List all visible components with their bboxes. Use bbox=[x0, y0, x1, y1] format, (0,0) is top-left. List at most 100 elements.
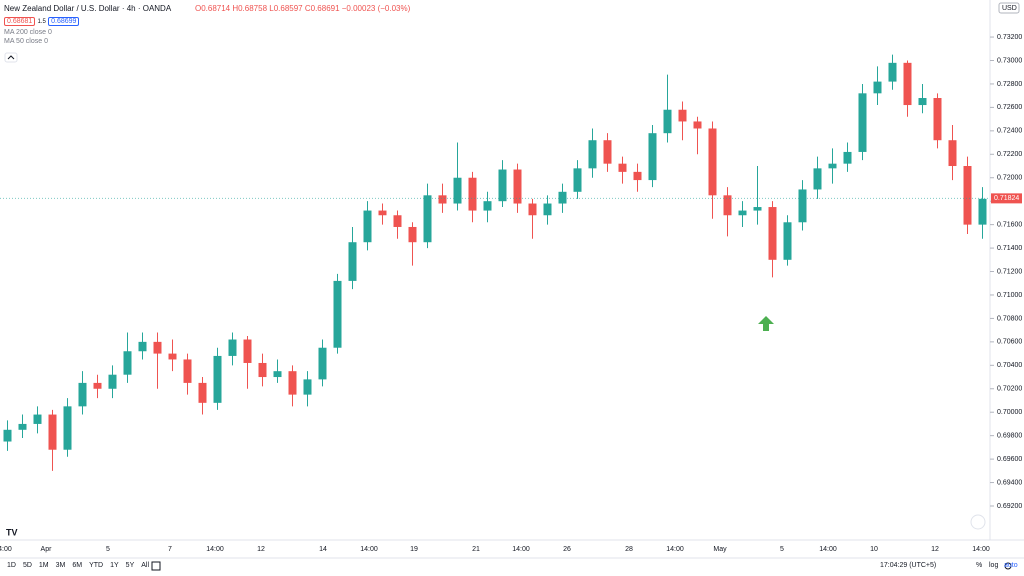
range-button[interactable]: YTD bbox=[89, 562, 104, 569]
candle-body bbox=[3, 429, 12, 442]
range-button[interactable]: 5Y bbox=[125, 562, 135, 569]
bid[interactable]: 0.68681 bbox=[4, 17, 36, 26]
range-button[interactable]: All bbox=[141, 562, 150, 569]
scroll-button[interactable] bbox=[970, 514, 986, 530]
symbol-line: New Zealand Dollar / U.S. Dollar · 4h · … bbox=[4, 4, 410, 13]
candle-body bbox=[783, 222, 792, 260]
percent-toggle[interactable]: % bbox=[976, 562, 983, 569]
candle-body bbox=[468, 177, 477, 211]
candle-body bbox=[483, 201, 492, 211]
candle-body bbox=[153, 341, 162, 354]
candle-body bbox=[423, 195, 432, 243]
y-tick-label: 0.70000 bbox=[997, 409, 1022, 416]
candle-body bbox=[273, 371, 282, 378]
range-button[interactable]: 1D bbox=[7, 562, 16, 569]
settings-icon[interactable] bbox=[1004, 562, 1012, 570]
candle-body bbox=[18, 423, 27, 430]
y-tick-label: 0.73000 bbox=[997, 57, 1022, 64]
x-tick-label: 14:00 bbox=[819, 546, 837, 553]
currency-button[interactable] bbox=[998, 2, 1020, 14]
candle-body bbox=[93, 382, 102, 389]
log-toggle[interactable]: log bbox=[989, 562, 999, 569]
y-tick-label: 0.70600 bbox=[997, 339, 1022, 346]
x-tick-label: 21 bbox=[472, 546, 480, 553]
x-tick-label: 12 bbox=[931, 546, 939, 553]
candle-body bbox=[693, 121, 702, 129]
x-tick-label: 14 bbox=[319, 546, 327, 553]
clock: 17:04:29 (UTC+5) bbox=[880, 562, 937, 569]
candle-body bbox=[753, 207, 762, 211]
candle-body bbox=[588, 140, 597, 169]
y-tick-label: 0.71400 bbox=[997, 245, 1022, 252]
ask[interactable]: 0.68699 bbox=[48, 17, 80, 26]
candle-body bbox=[663, 109, 672, 134]
candle-body bbox=[198, 382, 207, 403]
candle-body bbox=[843, 151, 852, 164]
x-tick-label: 12 bbox=[257, 546, 265, 553]
candle-body bbox=[378, 210, 387, 216]
candle-body bbox=[183, 359, 192, 383]
last-price-box bbox=[991, 193, 1022, 204]
candle-body bbox=[918, 98, 927, 106]
candle-body bbox=[363, 210, 372, 243]
candle-body bbox=[648, 133, 657, 181]
candle-body bbox=[78, 382, 87, 407]
candle-body bbox=[408, 226, 417, 243]
auto-toggle[interactable]: auto bbox=[1004, 562, 1018, 569]
candle-body bbox=[333, 280, 342, 348]
x-tick-label: 5 bbox=[780, 546, 784, 553]
range-button[interactable]: 3M bbox=[55, 562, 66, 569]
candle-body bbox=[318, 347, 327, 380]
candle-body bbox=[63, 406, 72, 450]
plot bbox=[3, 54, 987, 471]
x-tick-label: 14:00 bbox=[512, 546, 530, 553]
range-button[interactable]: 1M bbox=[38, 562, 49, 569]
y-tick-label: 0.72800 bbox=[997, 81, 1022, 88]
candle-body bbox=[513, 169, 522, 204]
candle-body bbox=[573, 168, 582, 192]
candle-body bbox=[258, 362, 267, 378]
candle-body bbox=[528, 203, 537, 216]
currency[interactable]: USD bbox=[1002, 5, 1017, 12]
candle-body bbox=[828, 163, 837, 169]
x-tick-label: May bbox=[713, 546, 727, 553]
range-bar: 1D 5D 1M 3M 6M YTD 1Y 5Y All bbox=[7, 562, 156, 569]
range-button[interactable]: 6M bbox=[72, 562, 83, 569]
candle-body bbox=[723, 195, 732, 216]
candle-body bbox=[978, 198, 987, 225]
candle-body bbox=[948, 140, 957, 167]
candle-body bbox=[33, 414, 42, 424]
candle-body bbox=[708, 128, 717, 196]
candle-body bbox=[48, 414, 57, 450]
x-tick-label: 7 bbox=[168, 546, 172, 553]
date-range-icon[interactable] bbox=[151, 561, 161, 571]
y-tick-label: 0.69200 bbox=[997, 503, 1022, 510]
indicator: MA 50 close 0 bbox=[4, 38, 48, 45]
candle-body bbox=[768, 207, 777, 260]
candle-body bbox=[213, 355, 222, 403]
last-price-label: 0.71824 bbox=[994, 195, 1019, 202]
y-tick-label: 0.69400 bbox=[997, 479, 1022, 486]
collapse-button[interactable] bbox=[4, 52, 18, 63]
candle-body bbox=[168, 353, 177, 360]
y-tick-label: 0.71000 bbox=[997, 292, 1022, 299]
x-tick-label: 14:00 bbox=[0, 546, 12, 553]
candle-body bbox=[963, 166, 972, 225]
candle-body bbox=[633, 171, 642, 181]
y-tick-label: 0.73200 bbox=[997, 34, 1022, 41]
y-tick-label: 0.69800 bbox=[997, 433, 1022, 440]
candle-body bbox=[393, 215, 402, 227]
x-tick-label: 14:00 bbox=[972, 546, 990, 553]
range-button[interactable]: 5D bbox=[22, 562, 32, 569]
x-tick-label: 26 bbox=[563, 546, 571, 553]
quote-line: 0.68681 1.5 0.68699 bbox=[4, 16, 410, 26]
y-tick-label: 0.70200 bbox=[997, 386, 1022, 393]
indicator: MA 200 close 0 bbox=[4, 29, 52, 36]
y-tick-label: 0.71600 bbox=[997, 221, 1022, 228]
candle-body bbox=[678, 109, 687, 122]
x-tick-label: 19 bbox=[410, 546, 418, 553]
spread: 1.5 bbox=[37, 19, 46, 25]
range-button[interactable]: 1Y bbox=[110, 562, 119, 569]
